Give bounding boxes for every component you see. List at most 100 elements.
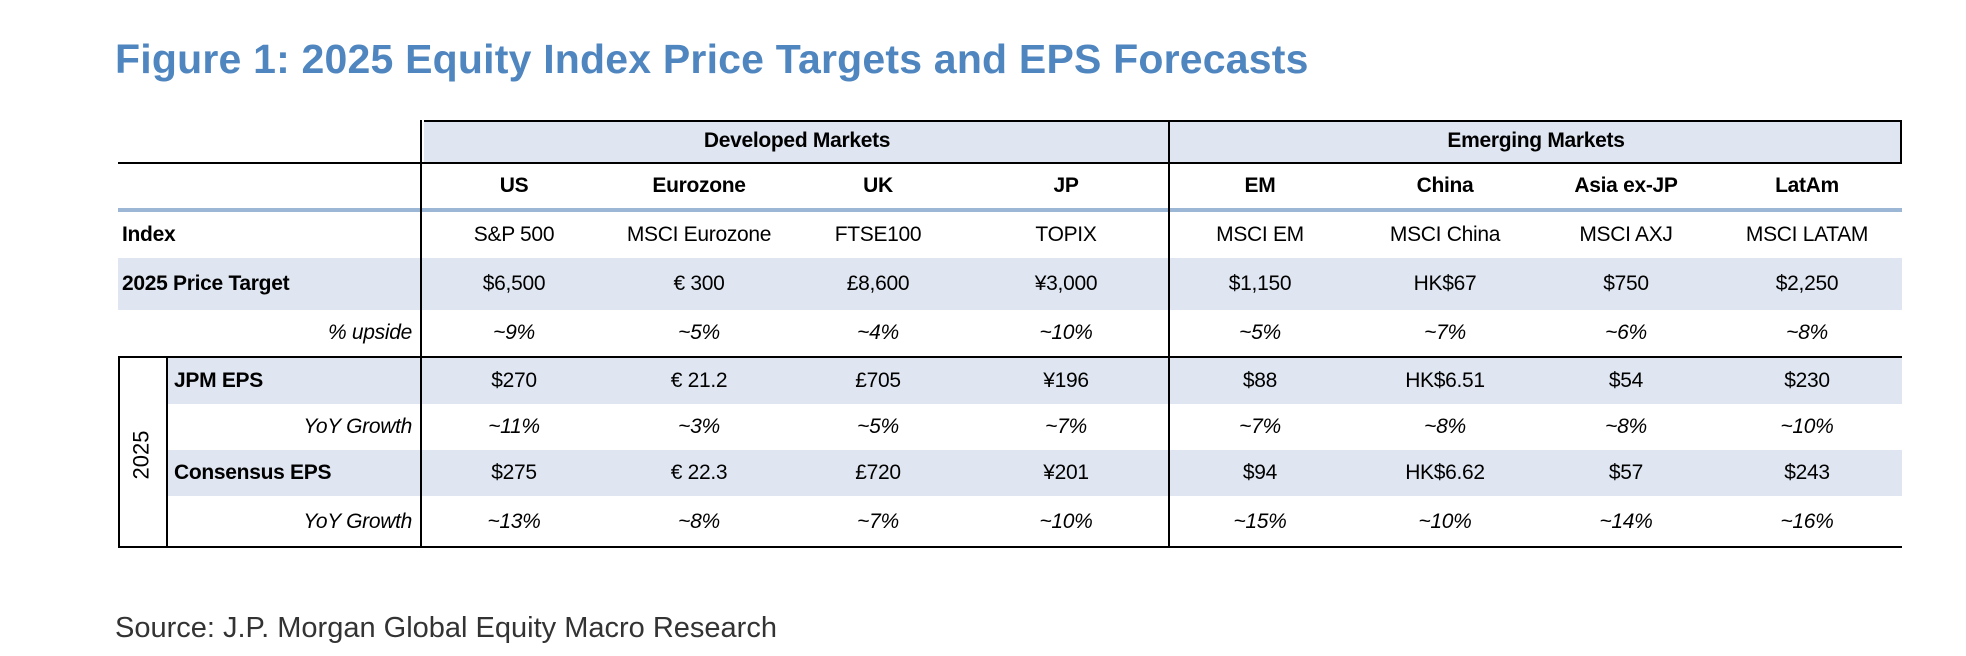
table-cell: ~10% — [1039, 321, 1093, 344]
table-cell: $230 — [1784, 369, 1830, 392]
table-cell: ~8% — [1605, 415, 1647, 438]
table-cell: MSCI Eurozone — [626, 223, 772, 246]
table-cell: S&P 500 — [473, 223, 555, 246]
table-cell: ~10% — [1780, 415, 1834, 438]
table-cell: ~4% — [857, 321, 899, 344]
figure-title: Figure 1: 2025 Equity Index Price Target… — [115, 36, 1309, 82]
table-cell: $750 — [1603, 272, 1649, 295]
year-divider — [166, 356, 168, 548]
table-cell: FTSE100 — [834, 223, 922, 246]
table-cell: ~7% — [857, 510, 899, 533]
table-cell: € 22.3 — [670, 461, 728, 484]
table-cell: $54 — [1608, 369, 1644, 392]
table-cell: $243 — [1784, 461, 1830, 484]
bottom-rule — [118, 546, 1902, 548]
market-divider — [1168, 120, 1170, 548]
table-cell: ~7% — [1424, 321, 1466, 344]
table-cell: ~14% — [1599, 510, 1653, 533]
row-label: YoY Growth — [303, 415, 412, 438]
table-cell: ¥201 — [1043, 461, 1089, 484]
row-label: 2025 Price Target — [122, 272, 290, 295]
table-cell: MSCI LATAM — [1745, 223, 1869, 246]
col-uk: UK — [863, 174, 893, 197]
col-jp: JP — [1053, 174, 1079, 197]
row-label: YoY Growth — [303, 510, 412, 533]
top-rule — [424, 120, 1902, 122]
label-divider — [420, 120, 422, 548]
table-cell: ~8% — [1424, 415, 1466, 438]
group-emerging-markets: Emerging Markets — [1447, 129, 1625, 152]
table-cell: MSCI China — [1389, 223, 1501, 246]
col-asia-ex-jp: Asia ex-JP — [1574, 174, 1678, 197]
table-row — [168, 450, 1902, 496]
table-cell: £705 — [855, 369, 901, 392]
table-cell: ~8% — [678, 510, 720, 533]
table-cell: ~7% — [1045, 415, 1087, 438]
table-cell: ~5% — [857, 415, 899, 438]
table-cell: $2,250 — [1775, 272, 1839, 295]
table-cell: ~5% — [1239, 321, 1281, 344]
table-cell: $88 — [1242, 369, 1278, 392]
column-header-row: US Eurozone UK JP EM China Asia ex-JP La… — [118, 164, 1902, 208]
row-label: % upside — [328, 321, 412, 344]
table-cell: MSCI EM — [1216, 223, 1304, 246]
table-row: Index S&P 500 MSCI Eurozone FTSE100 TOPI… — [118, 212, 1902, 258]
group-header-row — [424, 120, 1902, 162]
table-cell: £8,600 — [846, 272, 910, 295]
year-left-edge — [118, 356, 120, 548]
section-rule — [118, 356, 1902, 358]
table-cell: ~10% — [1418, 510, 1472, 533]
table-cell: ~10% — [1039, 510, 1093, 533]
table-cell: $270 — [491, 369, 537, 392]
table-row — [168, 358, 1902, 404]
table-row-content: Consensus EPS $275 € 22.3 £720 ¥201 $94 … — [118, 450, 1902, 496]
table-cell: MSCI AXJ — [1579, 223, 1673, 246]
table-cell: ~6% — [1605, 321, 1647, 344]
table-cell: ¥196 — [1043, 369, 1089, 392]
table-cell: HK$6.51 — [1405, 369, 1485, 392]
row-label: Consensus EPS — [174, 461, 332, 484]
table-cell: ~3% — [678, 415, 720, 438]
table-cell: $6,500 — [482, 272, 546, 295]
table-cell: ~11% — [488, 415, 540, 438]
table-cell: HK$67 — [1413, 272, 1477, 295]
row-label: Index — [122, 223, 176, 246]
table-cell: ~15% — [1233, 510, 1287, 533]
table-cell: ~7% — [1239, 415, 1281, 438]
table-row-content: JPM EPS $270 € 21.2 £705 ¥196 $88 HK$6.5… — [118, 358, 1902, 404]
source-note: Source: J.P. Morgan Global Equity Macro … — [115, 612, 777, 644]
col-china: China — [1416, 174, 1474, 197]
table-cell: $57 — [1608, 461, 1644, 484]
table-row: YoY Growth ~13% ~8% ~7% ~10% ~15% ~10% ~… — [118, 498, 1902, 546]
year-label: 2025 — [124, 410, 158, 500]
table-row: % upside ~9% ~5% ~4% ~10% ~5% ~7% ~6% ~8… — [118, 310, 1902, 356]
table-cell: € 300 — [673, 272, 725, 295]
col-eurozone: Eurozone — [652, 174, 746, 197]
col-us: US — [499, 174, 529, 197]
group-header-labels: Developed Markets Emerging Markets — [118, 120, 1902, 162]
right-edge — [1900, 120, 1902, 164]
table-cell: $94 — [1242, 461, 1278, 484]
table-row: YoY Growth ~11% ~3% ~5% ~7% ~7% ~8% ~8% … — [118, 404, 1902, 450]
table-cell: £720 — [855, 461, 901, 484]
table-cell: ~9% — [493, 321, 535, 344]
table-row: 2025 Price Target $6,500 € 300 £8,600 ¥3… — [118, 258, 1902, 310]
table-cell: ~5% — [678, 321, 720, 344]
group-header-rule — [118, 162, 1902, 164]
row-label: JPM EPS — [174, 369, 263, 392]
table-cell: € 21.2 — [670, 369, 728, 392]
header-underline — [118, 208, 1902, 212]
price-targets-table: Developed Markets Emerging Markets US Eu… — [118, 120, 1902, 550]
col-em: EM — [1244, 174, 1276, 197]
table-cell: TOPIX — [1035, 223, 1097, 246]
table-cell: ~16% — [1780, 510, 1834, 533]
table-cell: HK$6.62 — [1405, 461, 1485, 484]
table-cell: $1,150 — [1228, 272, 1292, 295]
table-cell: $275 — [491, 461, 537, 484]
group-developed-markets: Developed Markets — [703, 129, 891, 152]
year-label-text: 2025 — [128, 430, 154, 480]
table-cell: ¥3,000 — [1034, 272, 1098, 295]
table-cell: ~13% — [487, 510, 541, 533]
table-cell: ~8% — [1786, 321, 1828, 344]
col-latam: LatAm — [1775, 174, 1839, 197]
